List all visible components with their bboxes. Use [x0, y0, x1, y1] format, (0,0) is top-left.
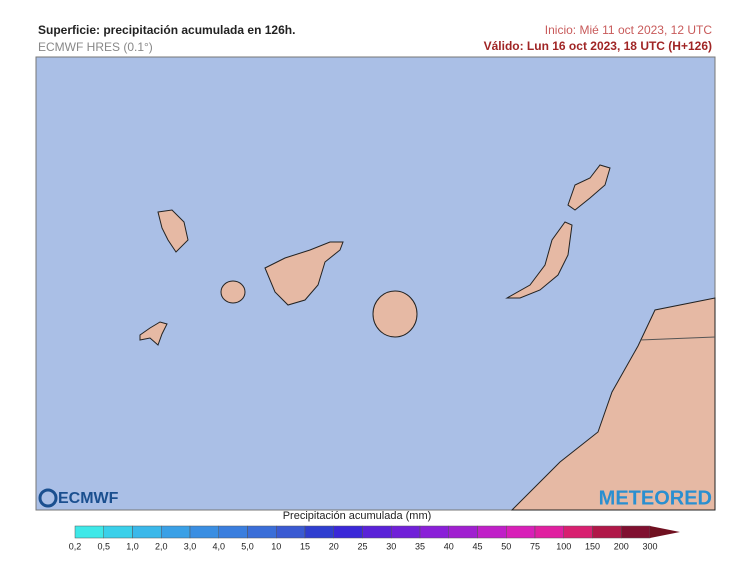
color-cell — [419, 525, 449, 539]
color-cell — [189, 525, 219, 539]
legend-label: 3,0 — [184, 541, 197, 551]
legend-title: Precipitación acumulada (mm) — [283, 510, 432, 522]
legend-label: 25 — [357, 541, 367, 551]
legend-label: 150 — [585, 541, 600, 551]
el-hierro — [139, 321, 168, 346]
tenerife — [264, 241, 344, 306]
color-cell — [247, 525, 277, 539]
legend-label: 0,2 — [69, 541, 82, 551]
color-cell — [74, 525, 104, 539]
color-cell — [132, 525, 162, 539]
legend-label: 200 — [614, 541, 629, 551]
color-cell — [362, 525, 392, 539]
color-cell — [218, 525, 248, 539]
color-cell — [592, 525, 622, 539]
colorbar: 0,2 0,5 1,0 2,0 3,0 4,0 5,0 10 15 20 25 30 35 40 45 50 7… — [69, 525, 680, 551]
start-time: Inicio: Mié 11 oct 2023, 12 UTC — [545, 23, 713, 37]
valid-time: Válido: Lun 16 oct 2023, 18 UTC (H+126) — [484, 39, 712, 53]
legend-label: 45 — [472, 541, 482, 551]
legend-label: 35 — [415, 541, 425, 551]
la-palma — [157, 209, 189, 253]
legend-label: 30 — [386, 541, 396, 551]
title: Superficie: precipitación acumulada en 1… — [38, 23, 295, 37]
map — [35, 56, 716, 511]
color-cell — [391, 525, 421, 539]
meteored-logo: METEORED — [599, 487, 712, 509]
legend-label: 20 — [329, 541, 339, 551]
lanzarote — [567, 164, 611, 211]
color-cell — [448, 525, 478, 539]
color-cell — [621, 525, 651, 539]
legend-label: 5,0 — [241, 541, 254, 551]
color-cell — [563, 525, 593, 539]
africa — [510, 297, 716, 511]
color-cell — [506, 525, 536, 539]
legend-label: 75 — [530, 541, 540, 551]
color-cell — [103, 525, 133, 539]
color-cell — [161, 525, 191, 539]
legend-label: 300 — [642, 541, 657, 551]
color-arrow — [650, 526, 680, 538]
border — [639, 336, 716, 341]
color-cell — [534, 525, 564, 539]
fuerteventura — [505, 221, 573, 299]
gran-canaria — [372, 290, 418, 338]
color-cell — [276, 525, 306, 539]
la-gomera — [220, 280, 246, 304]
color-cell — [333, 525, 363, 539]
legend-label: 10 — [271, 541, 281, 551]
legend-label: 50 — [501, 541, 511, 551]
legend-label: 40 — [444, 541, 454, 551]
ecmwf-logo: ECMWF — [58, 490, 119, 507]
legend-label: 100 — [556, 541, 571, 551]
legend-label: 15 — [300, 541, 310, 551]
legend-label: 0,5 — [97, 541, 110, 551]
subtitle: ECMWF HRES (0.1°) — [38, 40, 153, 54]
legend-label: 4,0 — [212, 541, 225, 551]
ecmwf-icon — [38, 488, 58, 508]
color-cell — [477, 525, 507, 539]
color-cell — [304, 525, 334, 539]
legend-label: 2,0 — [155, 541, 168, 551]
legend-label: 1,0 — [126, 541, 139, 551]
